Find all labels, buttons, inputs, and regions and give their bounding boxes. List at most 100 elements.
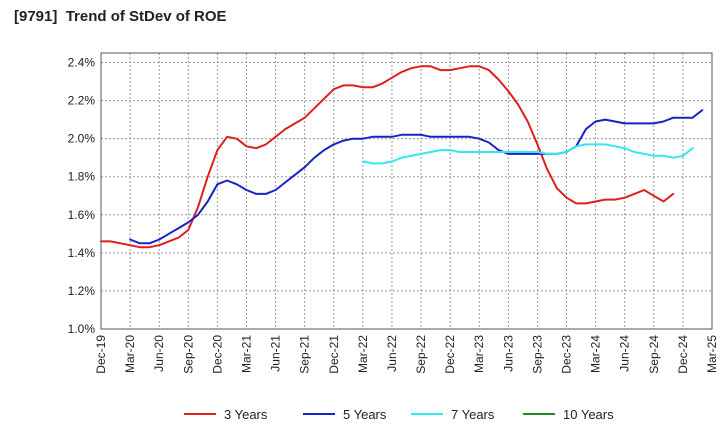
axes: 1.0% 1.2% 1.4% 1.6% 1.8% 2.0% 2.2% 2.4% Dec-19 Ma… [68, 52, 719, 374]
data-point [196, 213, 199, 216]
data-point [429, 135, 432, 138]
data-point [400, 71, 403, 74]
data-point [255, 192, 258, 195]
data-point [381, 162, 384, 165]
data-point [497, 150, 500, 153]
series-line-7-years [361, 143, 694, 165]
data-point [546, 152, 549, 155]
data-point [187, 229, 190, 232]
data-point [158, 244, 161, 247]
data-point [371, 135, 374, 138]
data-point [604, 198, 607, 201]
data-point [235, 183, 238, 186]
data-point [546, 168, 549, 171]
x-tick-label: Mar-21 [239, 335, 253, 373]
data-point [187, 221, 190, 224]
data-point [633, 150, 636, 153]
data-point [449, 149, 452, 152]
data-point [284, 181, 287, 184]
data-point [672, 192, 675, 195]
data-point [420, 133, 423, 136]
data-point [206, 200, 209, 203]
data-point [361, 160, 364, 163]
x-tick-label: Sep-23 [530, 335, 544, 374]
data-point [352, 84, 355, 87]
data-point [167, 240, 170, 243]
data-point [381, 135, 384, 138]
data-point [575, 202, 578, 205]
data-point [507, 150, 510, 153]
x-tick-label: Mar-22 [356, 335, 370, 373]
series-lines [100, 65, 704, 249]
x-tick-label: Sep-21 [298, 335, 312, 374]
x-tick-label: Dec-21 [327, 335, 341, 374]
data-point [594, 200, 597, 203]
data-point [565, 150, 568, 153]
series-line-5-years [129, 109, 704, 245]
x-tick-label: Jun-24 [618, 335, 632, 372]
data-point [507, 90, 510, 93]
plot-background [101, 53, 712, 329]
data-point [478, 137, 481, 140]
data-point [167, 232, 170, 235]
data-point [584, 143, 587, 146]
data-point [245, 189, 248, 192]
data-point [662, 120, 665, 123]
data-point [196, 206, 199, 209]
data-point [226, 179, 229, 182]
data-point [468, 135, 471, 138]
data-point [681, 116, 684, 119]
data-point [255, 147, 258, 150]
y-tick-label: 1.0% [68, 322, 96, 336]
data-point [672, 156, 675, 159]
data-point [691, 147, 694, 150]
data-point [691, 116, 694, 119]
chart-title: [9791] Trend of StDev of ROE [14, 8, 227, 25]
data-point [584, 128, 587, 131]
data-point [517, 150, 520, 153]
data-point [177, 227, 180, 230]
data-point [293, 122, 296, 125]
data-point [216, 183, 219, 186]
data-point [361, 137, 364, 140]
data-point [652, 122, 655, 125]
x-tick-label: Mar-23 [472, 335, 486, 373]
legend-label: 3 Years [224, 407, 268, 422]
data-point [390, 135, 393, 138]
legend: 3 Years 5 Years 7 Years 10 Years [184, 407, 614, 422]
data-point [439, 69, 442, 72]
data-point [555, 187, 558, 190]
x-tick-label: Mar-20 [123, 335, 137, 373]
data-point [478, 65, 481, 68]
y-tick-label: 1.2% [68, 284, 96, 298]
data-point [643, 189, 646, 192]
data-point [643, 152, 646, 155]
x-tick-label: Dec-24 [676, 335, 690, 374]
x-tick-label: Sep-24 [647, 335, 661, 374]
data-point [633, 122, 636, 125]
grid-lines [100, 53, 713, 330]
x-tick-label: Jun-20 [152, 335, 166, 372]
data-point [235, 137, 238, 140]
data-point [439, 149, 442, 152]
data-point [420, 152, 423, 155]
data-point [342, 139, 345, 142]
data-point [526, 120, 529, 123]
data-point [614, 198, 617, 201]
data-point [332, 88, 335, 91]
data-point [604, 118, 607, 121]
x-tick-label: Jun-21 [269, 335, 283, 372]
data-point [138, 246, 141, 249]
data-point [594, 120, 597, 123]
data-point [458, 135, 461, 138]
data-point [119, 242, 122, 245]
data-point [633, 192, 636, 195]
x-tick-label: Jun-22 [385, 335, 399, 372]
data-point [390, 160, 393, 163]
data-point [400, 133, 403, 136]
y-tick-label: 1.8% [68, 170, 96, 184]
data-point [313, 107, 316, 110]
data-point [313, 156, 316, 159]
data-point [429, 150, 432, 153]
data-point [293, 173, 296, 176]
